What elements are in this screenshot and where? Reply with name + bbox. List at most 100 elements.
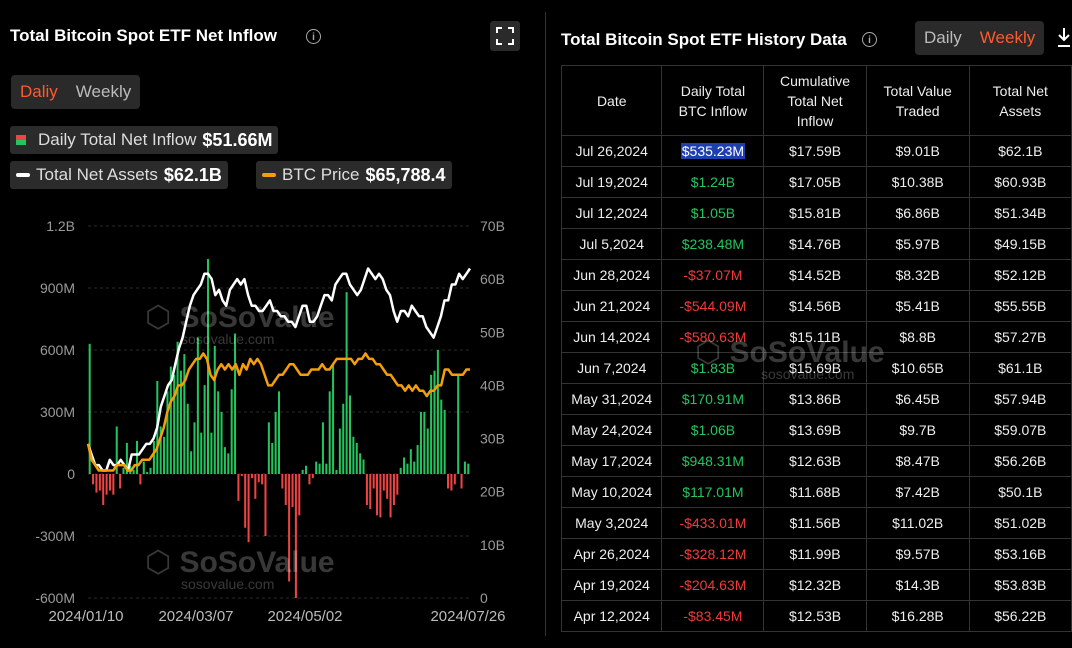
y-left-tick-label: 300M [40, 404, 75, 420]
info-icon[interactable]: i [306, 29, 321, 44]
traded-cell: $5.97B [865, 228, 970, 260]
assets-cell: $53.16B [968, 538, 1072, 570]
inflow-cell: $117.01M [661, 476, 765, 508]
inflow-bar [348, 395, 352, 474]
cumulative-cell: $14.76B [763, 228, 867, 260]
traded-cell: $11.02B [865, 507, 970, 539]
cumulative-cell: $12.32B [763, 569, 867, 601]
table-row[interactable]: Jun 7,2024 $1.83B $15.69B $10.65B $61.1B [560, 352, 1072, 384]
tab-daily[interactable]: Daily [924, 28, 962, 47]
column-header-value-traded[interactable]: Total Value Traded [865, 65, 970, 136]
cumulative-cell: $17.05B [763, 166, 867, 198]
inflow-bar [382, 474, 385, 491]
legend-net-assets[interactable]: Total Net Assets $62.1B [10, 161, 228, 189]
date-cell: Jun 7,2024 [560, 352, 663, 384]
inflow-bar [443, 409, 446, 474]
cumulative-cell: $11.99B [763, 538, 867, 570]
inflow-bar [132, 469, 135, 474]
inflow-bar [271, 443, 274, 474]
inflow-bar [315, 461, 318, 474]
inflow-bar [419, 412, 422, 474]
column-header-daily-inflow[interactable]: Daily Total BTC Inflow [661, 65, 765, 136]
inflow-bar [190, 451, 193, 474]
table-row[interactable]: Apr 26,2024 -$328.12M $11.99B $9.57B $53.16B [560, 538, 1072, 570]
inflow-bar [453, 474, 456, 485]
table-row[interactable]: Jul 26,2024 $535.23M $17.59B $9.01B $62.1B [560, 135, 1072, 167]
inflow-bar [250, 474, 253, 479]
inflow-bar [217, 391, 220, 474]
column-header-net-assets[interactable]: Total Net Assets [968, 65, 1072, 136]
cumulative-cell: $12.63B [763, 445, 867, 477]
date-cell: Apr 19,2024 [560, 569, 663, 601]
tab-weekly[interactable]: Weekly [979, 28, 1036, 47]
inflow-bar [257, 474, 260, 483]
traded-cell: $8.47B [865, 445, 970, 477]
panel-divider [545, 12, 546, 636]
inflow-bar [396, 474, 399, 495]
right-panel-title: Total Bitcoin Spot ETF History Data [561, 30, 847, 49]
table-row[interactable]: Jun 14,2024 -$580.63M $15.11B $8.8B $57.27B [560, 321, 1072, 353]
legend-daily-inflow[interactable]: Daily Total Net Inflow $51.66M [10, 126, 279, 154]
table-row[interactable]: May 3,2024 -$433.01M $11.56B $11.02B $51.02B [560, 507, 1072, 539]
tab-weekly[interactable]: Weekly [75, 82, 132, 101]
history-table: Date Daily Total BTC Inflow Cumulative T… [560, 65, 1072, 632]
cumulative-cell: $11.68B [763, 476, 867, 508]
inflow-bar [240, 474, 243, 477]
y-left-tick-label: 600M [40, 342, 75, 358]
inflow-bar [413, 461, 416, 474]
inflow-bar [139, 474, 142, 485]
table-row[interactable]: Jul 12,2024 $1.05B $15.81B $6.86B $51.34B [560, 197, 1072, 229]
inflow-chart[interactable]: 1.2B 900M 600M 300M 0 -300M -600M 70B 60B 50B 40B 3… [0, 210, 540, 640]
inflow-bar [244, 474, 247, 528]
tab-daily[interactable]: Daliy [20, 82, 58, 101]
x-tick-label: 2024/07/26 [430, 608, 505, 625]
inflow-bar [159, 426, 162, 474]
column-header-cumulative[interactable]: Cumulative Total Net Inflow [763, 65, 867, 136]
inflow-bar [392, 474, 395, 505]
y-left-tick-label: 900M [40, 280, 75, 296]
date-cell: May 3,2024 [560, 507, 663, 539]
inflow-bar [430, 374, 433, 474]
inflow-bar [403, 457, 406, 474]
date-cell: Jul 19,2024 [560, 166, 663, 198]
left-period-toggle: Daliy Weekly [11, 75, 141, 109]
inflow-bar [196, 337, 199, 474]
table-row[interactable]: May 24,2024 $1.06B $13.69B $9.7B $59.07B [560, 414, 1072, 446]
date-cell: Jun 21,2024 [560, 290, 663, 322]
info-icon[interactable]: i [862, 32, 877, 47]
inflow-bar [95, 474, 98, 493]
table-row[interactable]: May 10,2024 $117.01M $11.68B $7.42B $50.1B [560, 476, 1072, 508]
table-row[interactable]: May 31,2024 $170.91M $13.86B $6.45B $57.94B [560, 383, 1072, 415]
table-row[interactable]: Jun 21,2024 -$544.09M $14.56B $5.41B $55.55B [560, 290, 1072, 322]
assets-cell: $53.83B [968, 569, 1072, 601]
history-table-container: Date Daily Total BTC Inflow Cumulative T… [560, 65, 1072, 632]
inflow-bar [291, 474, 294, 508]
inflow-bar [332, 364, 335, 474]
inflow-cell: -$544.09M [661, 290, 765, 322]
table-row[interactable]: Apr 12,2024 -$83.45M $12.53B $16.28B $56.22B [560, 600, 1072, 632]
assets-cell: $51.02B [968, 507, 1072, 539]
fullscreen-button[interactable] [490, 21, 520, 51]
date-cell: Jun 14,2024 [560, 321, 663, 353]
y-left-tick-label: 1.2B [46, 218, 75, 234]
inflow-bar [200, 432, 203, 474]
column-header-date[interactable]: Date [560, 65, 663, 136]
table-row[interactable]: Jun 28,2024 -$37.07M $14.52B $8.32B $52.12B [560, 259, 1072, 291]
legend-btc-price[interactable]: BTC Price $65,788.4 [256, 161, 452, 189]
table-row[interactable]: Jul 19,2024 $1.24B $17.05B $10.38B $60.93B [560, 166, 1072, 198]
table-row[interactable]: Apr 19,2024 -$204.63M $12.32B $14.3B $53.83B [560, 569, 1072, 601]
inflow-bar [436, 350, 439, 474]
inflow-bar [146, 471, 149, 474]
assets-cell: $56.26B [968, 445, 1072, 477]
traded-cell: $16.28B [865, 600, 970, 632]
download-icon[interactable] [1056, 26, 1072, 48]
table-row[interactable]: May 17,2024 $948.31M $12.63B $8.47B $56.26B [560, 445, 1072, 477]
inflow-bar [345, 292, 348, 474]
table-row[interactable]: Jul 5,2024 $238.48M $14.76B $5.97B $49.15B [560, 228, 1072, 260]
x-tick-label: 2024/01/10 [48, 608, 123, 625]
inflow-bar [122, 467, 125, 474]
legend-value: $62.1B [163, 164, 222, 185]
date-cell: Jul 26,2024 [560, 135, 663, 167]
traded-cell: $10.38B [865, 166, 970, 198]
inflow-cell: $1.05B [661, 197, 765, 229]
